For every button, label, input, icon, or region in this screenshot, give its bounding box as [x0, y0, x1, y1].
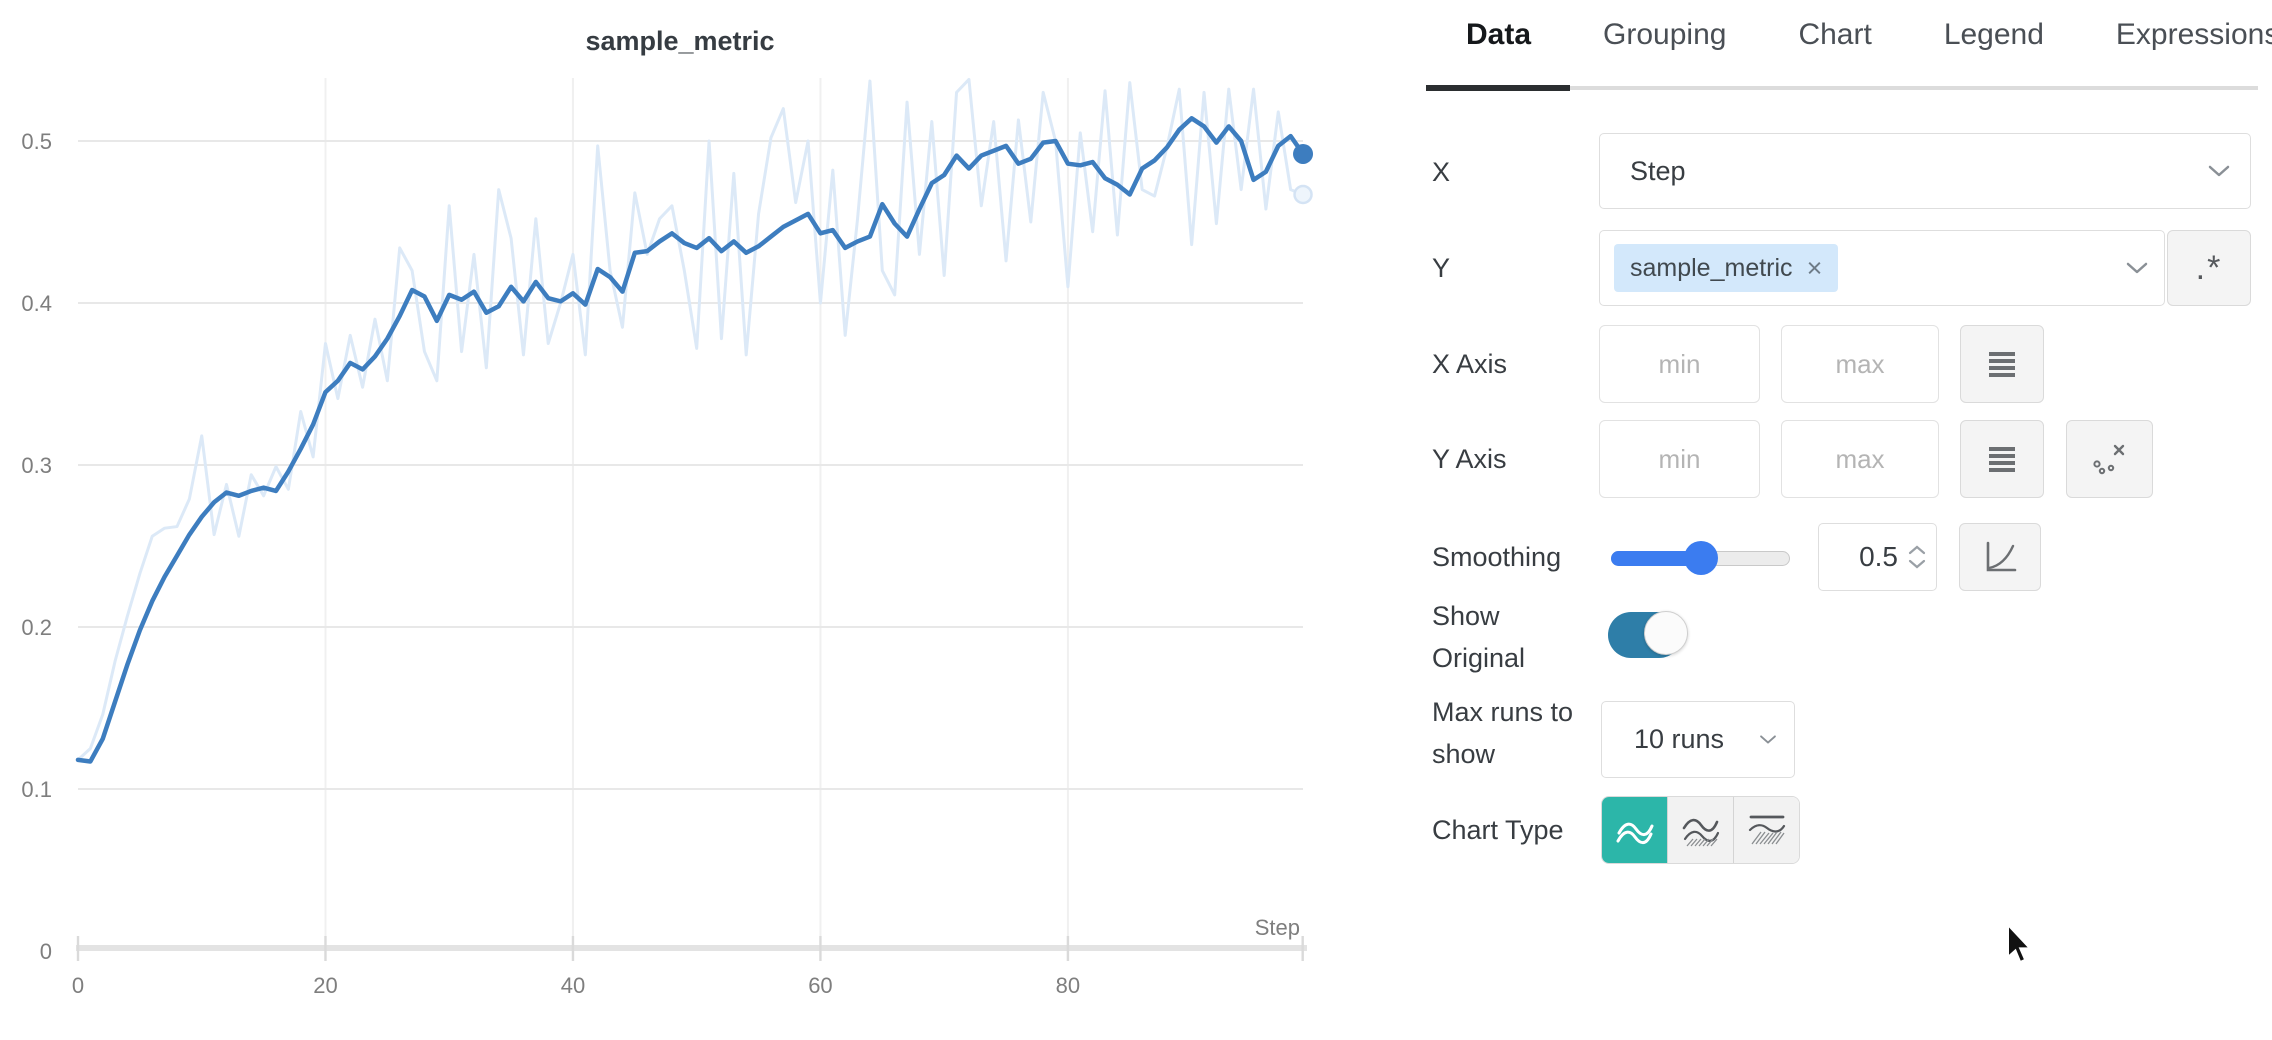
chart-type-minmax-button[interactable]	[1733, 797, 1799, 863]
ignore-outliers-button[interactable]	[2066, 420, 2153, 498]
chart-type-segmented-control	[1601, 796, 1800, 864]
area-plot-icon	[1682, 818, 1719, 847]
chevron-down-icon	[2126, 262, 2148, 274]
tab-legend[interactable]: Legend	[1943, 18, 2044, 51]
y-axis-log-scale-button[interactable]	[1960, 420, 2044, 498]
stepper-up-icon[interactable]	[1908, 545, 1926, 555]
y-metric-tag-label: sample_metric	[1630, 253, 1793, 282]
svg-text:40: 40	[561, 973, 585, 998]
smoothing-label: Smoothing	[1432, 542, 1562, 572]
tab-data[interactable]: Data	[1466, 18, 1532, 51]
smoothing-type-button[interactable]	[1959, 523, 2041, 591]
smoothing-value-box	[1818, 523, 1937, 591]
svg-text:0.3: 0.3	[21, 453, 52, 478]
x-axis-log-scale-button[interactable]	[1960, 325, 2044, 403]
svg-text:0.2: 0.2	[21, 615, 52, 640]
x-axis-max-input[interactable]	[1781, 325, 1939, 403]
toggle-knob[interactable]	[1644, 611, 1688, 655]
tab-grouping[interactable]: Grouping	[1603, 18, 1727, 51]
y-multiselect[interactable]: sample_metric ×	[1599, 230, 2165, 306]
mouse-cursor	[2007, 924, 2033, 964]
svg-text:80: 80	[1056, 973, 1080, 998]
show-original-label-line2: Original	[1432, 643, 1526, 673]
max-runs-select[interactable]: 10 runs	[1601, 701, 1795, 778]
x-axis-label: X Axis	[1432, 349, 1508, 379]
svg-text:0.5: 0.5	[21, 129, 52, 154]
y-axis-label: Y Axis	[1432, 444, 1507, 474]
y-metric-tag[interactable]: sample_metric ×	[1614, 244, 1839, 292]
number-stepper[interactable]	[1908, 545, 1926, 569]
outliers-scatter-icon	[2092, 444, 2124, 475]
svg-text:20: 20	[313, 973, 337, 998]
minmax-plot-icon	[1748, 815, 1785, 845]
panel-tabs: Data Grouping Chart Legend Expressions	[1466, 18, 2272, 52]
horizontal-lines-icon	[1989, 447, 2015, 472]
x-axis-min-input[interactable]	[1599, 325, 1760, 403]
svg-text:Step: Step	[1255, 915, 1300, 940]
svg-text:60: 60	[808, 973, 832, 998]
stepper-down-icon[interactable]	[1908, 559, 1926, 569]
tag-remove-icon[interactable]: ×	[1806, 252, 1823, 283]
tab-expressions[interactable]: Expressions	[2115, 18, 2272, 51]
chart-type-label: Chart Type	[1432, 815, 1564, 845]
chart-type-area-button[interactable]	[1667, 797, 1733, 863]
chart-title: sample_metric	[585, 26, 775, 56]
max-runs-value: 10 runs	[1634, 724, 1725, 754]
x-field-label: X	[1432, 157, 1451, 187]
chevron-down-icon	[1760, 735, 1776, 744]
max-runs-label-line1: Max runs to	[1432, 697, 1574, 727]
svg-text:0: 0	[72, 973, 84, 998]
exponential-curve-icon	[1986, 541, 2017, 572]
svg-text:0.4: 0.4	[21, 291, 52, 316]
y-axis-min-input[interactable]	[1599, 420, 1760, 498]
tabs-divider	[1426, 86, 2258, 90]
y-field-label: Y	[1432, 253, 1451, 283]
show-original-label-line1: Show	[1432, 601, 1500, 631]
line-chart[interactable]: 0 0.1 0.2 0.3 0.4 0.5 0 20 40 60 80 Step	[0, 0, 1360, 1040]
max-runs-label-line2: show	[1432, 739, 1496, 769]
line-plot-icon	[1616, 822, 1653, 845]
regex-toggle-button[interactable]: .*	[2167, 230, 2251, 306]
tab-chart[interactable]: Chart	[1798, 18, 1872, 51]
horizontal-lines-icon	[1989, 352, 2015, 377]
chart-type-line-button[interactable]	[1602, 797, 1667, 863]
regex-icon: .*	[2195, 248, 2223, 287]
svg-text:0: 0	[40, 939, 52, 964]
smoothing-value-input[interactable]	[1840, 527, 1898, 587]
smoothing-slider-handle[interactable]	[1684, 541, 1718, 575]
y-axis-max-input[interactable]	[1781, 420, 1939, 498]
active-tab-underline	[1426, 85, 1570, 91]
svg-text:0.1: 0.1	[21, 777, 52, 802]
x-select[interactable]: Step	[1599, 133, 2251, 209]
chevron-down-icon	[2208, 165, 2230, 177]
x-select-value: Step	[1630, 155, 1686, 186]
